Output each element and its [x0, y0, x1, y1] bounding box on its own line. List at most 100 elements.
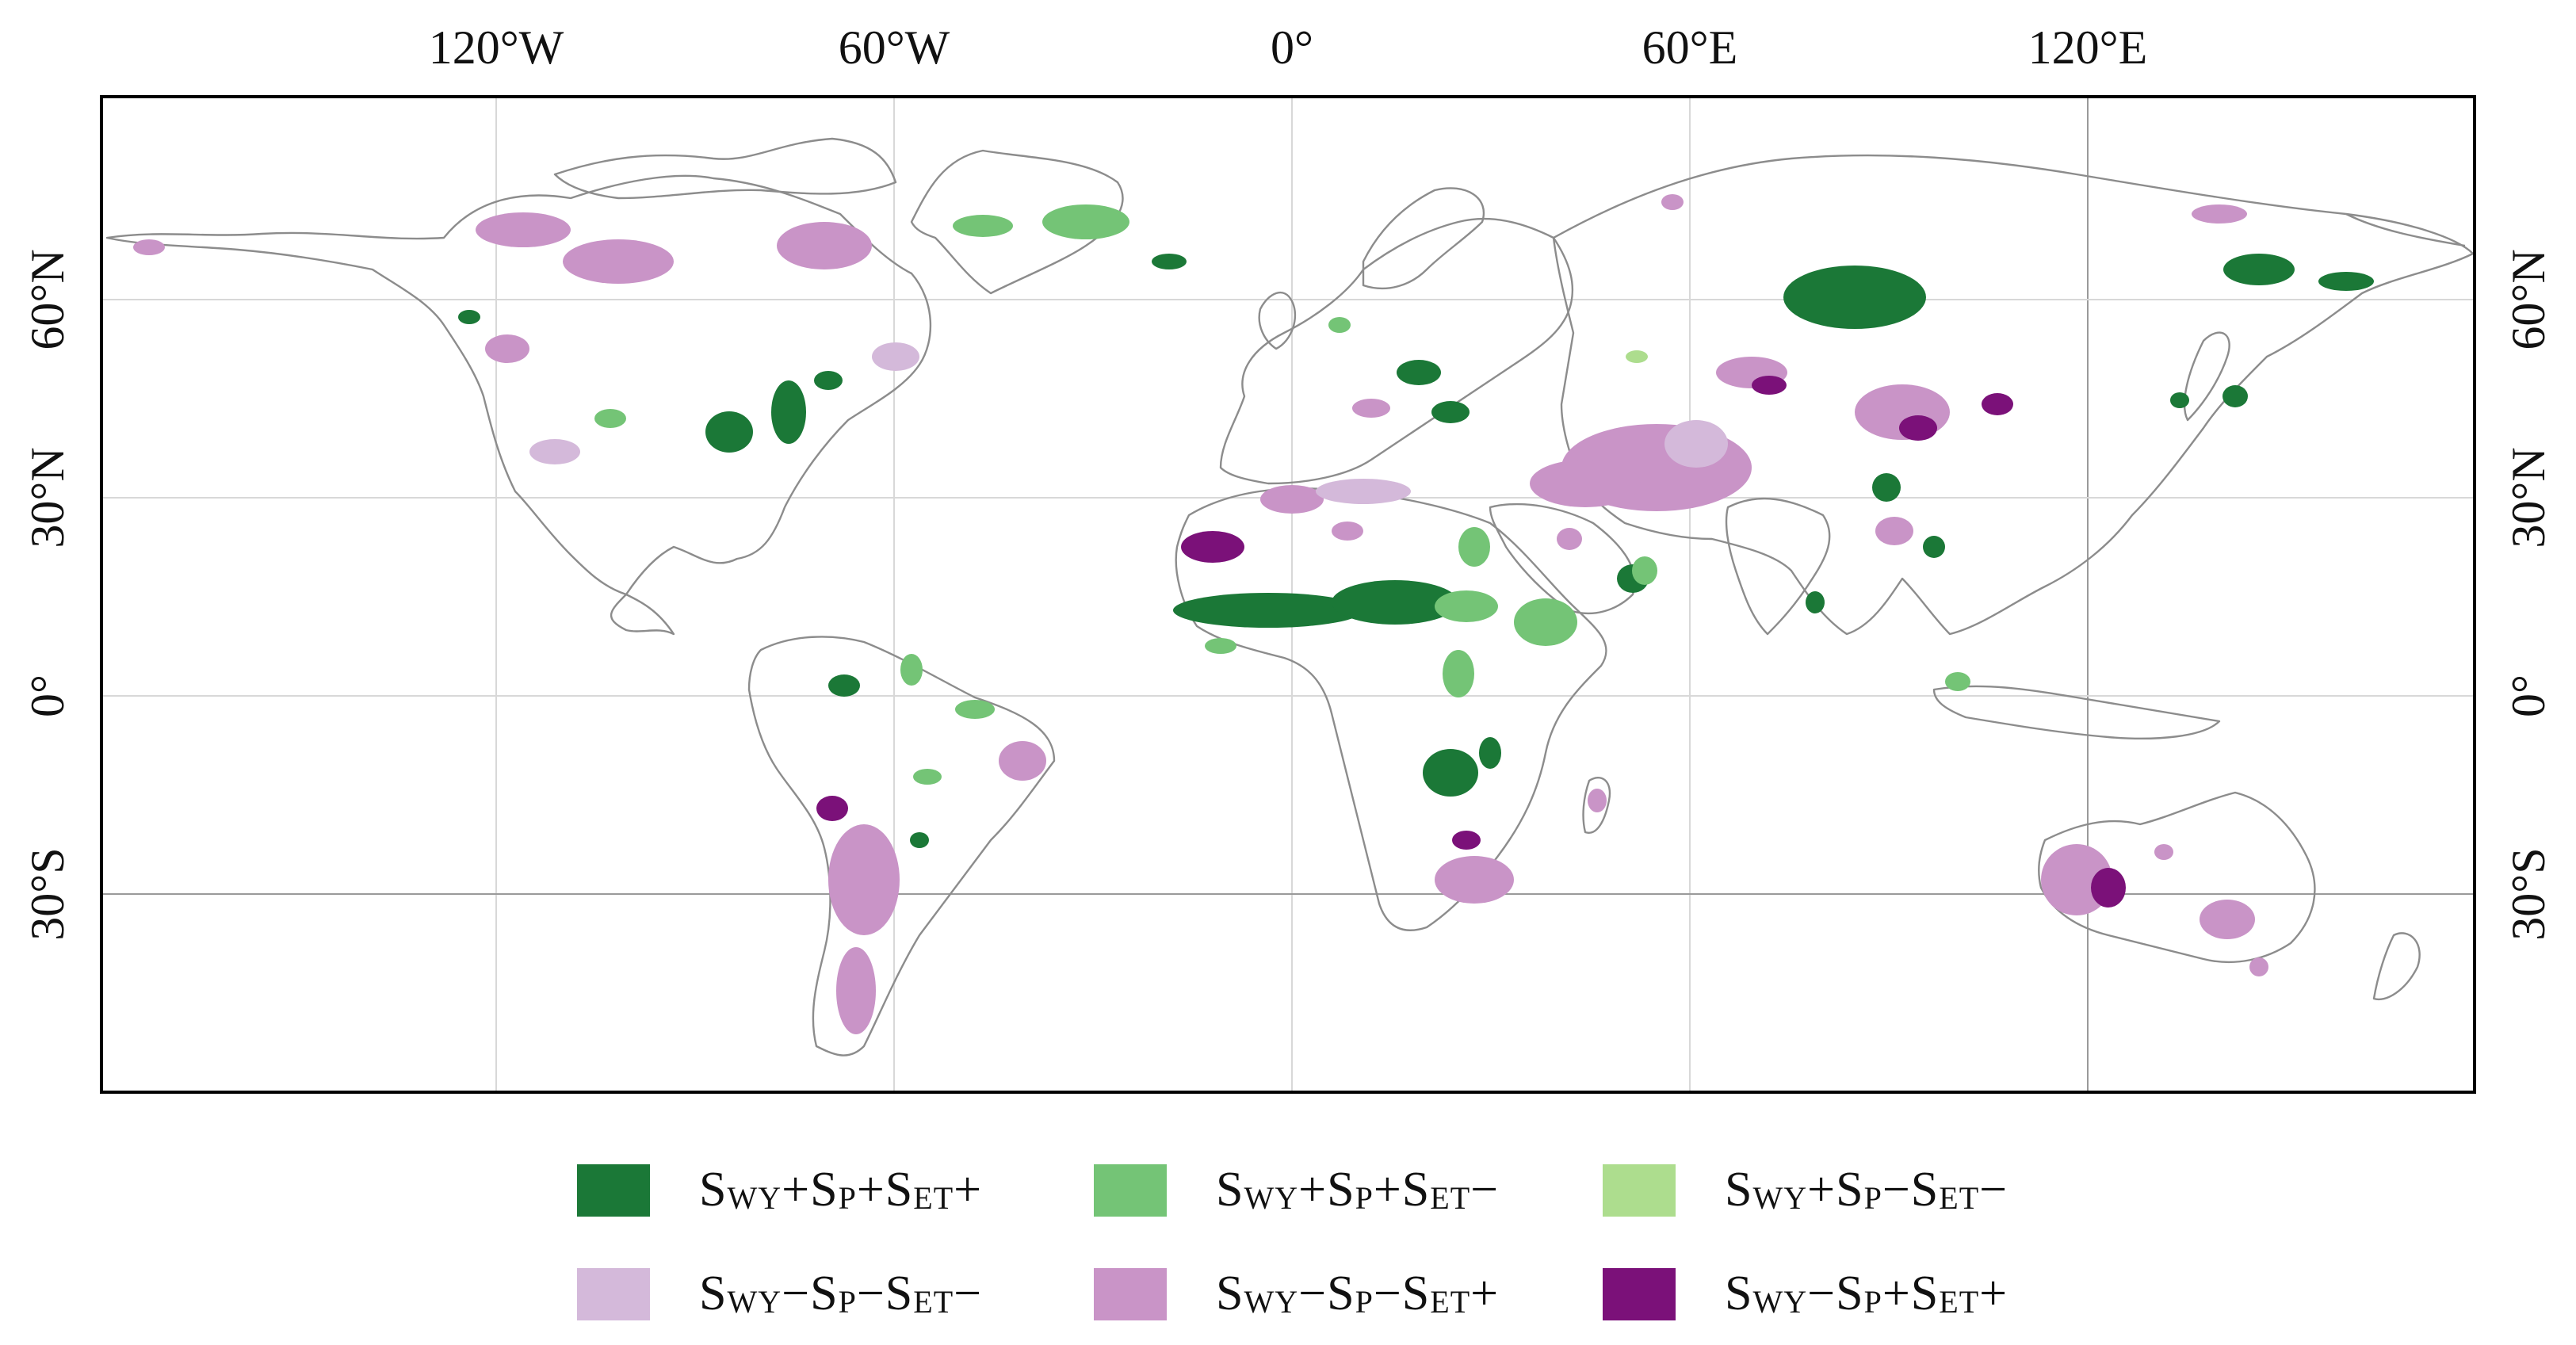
australia-outline — [2038, 791, 2316, 964]
lat-label-left-0: 0° — [21, 674, 74, 717]
legend-swatch-5 — [1094, 1267, 1167, 1320]
legend-symbol: S — [1836, 1267, 1864, 1320]
region-na-6 — [872, 342, 919, 371]
legend-label-4: SWY−SP−SET− — [699, 1266, 982, 1322]
legend-subscript: ET — [1939, 1180, 1980, 1216]
africa-outline — [1175, 487, 1607, 931]
india-outline — [1725, 497, 1831, 636]
legend-subscript: ET — [1430, 1284, 1471, 1320]
region-au-4 — [2154, 844, 2173, 860]
region-sa-8 — [836, 947, 876, 1034]
legend-symbol: S — [1216, 1267, 1244, 1320]
legend-symbol: S — [1401, 1267, 1431, 1320]
region-sa-4 — [999, 741, 1046, 781]
legend-sign: + — [856, 1163, 885, 1217]
asia-outline — [1552, 154, 2475, 636]
legend-sign: − — [1298, 1267, 1328, 1320]
region-me-7 — [1752, 376, 1787, 395]
lat-label-right-30n: 30°N — [2502, 447, 2555, 548]
legend-sign: + — [1373, 1163, 1402, 1217]
region-af-7 — [1260, 485, 1324, 514]
legend-symbol: S — [1327, 1267, 1355, 1320]
legend-sign: + — [1470, 1267, 1500, 1320]
legend-swatch-6 — [1603, 1267, 1676, 1320]
legend-sign: + — [1979, 1267, 2008, 1320]
europe-outline — [1219, 217, 1574, 485]
madagascar-outline — [1582, 776, 1611, 834]
lat-label-left-60n: 60°N — [21, 249, 74, 350]
region-sa-6 — [816, 796, 848, 821]
region-me-2 — [1530, 460, 1641, 507]
region-au-3 — [2200, 900, 2255, 939]
legend-symbol: S — [885, 1163, 914, 1217]
region-as-13 — [2170, 392, 2189, 408]
lat-label-right-0: 0° — [2502, 674, 2555, 717]
legend-symbol: S — [1910, 1163, 1940, 1217]
arabia-outline — [1489, 502, 1636, 615]
legend-symbol: S — [1327, 1163, 1355, 1217]
legend-subscript: P — [838, 1180, 857, 1216]
legend-symbol: S — [1836, 1163, 1864, 1217]
region-sa-9 — [910, 832, 929, 848]
region-eu-3 — [1352, 399, 1390, 418]
region-af-12 — [1423, 749, 1478, 797]
region-af-8 — [1316, 479, 1411, 504]
region-na-2 — [563, 239, 674, 284]
legend-sign: − — [1882, 1163, 1911, 1217]
legend-swatch-4 — [577, 1267, 650, 1320]
legend-sign: + — [954, 1163, 983, 1217]
legend-item-4: SWY−SP−SET− — [577, 1266, 982, 1322]
region-na-5 — [529, 439, 580, 464]
region-eu-1 — [1397, 360, 1441, 385]
lat-label-left-30n: 30°N — [21, 447, 74, 548]
legend-subscript: WY — [727, 1284, 782, 1320]
legend-subscript: P — [1355, 1284, 1374, 1320]
region-sa-3 — [955, 700, 995, 719]
lon-label-120w: 120°W — [429, 21, 564, 74]
legend-label-2: SWY+SP+SET− — [1216, 1162, 1499, 1218]
region-greenland-1 — [1042, 204, 1129, 239]
arctic-islands-outline — [553, 137, 897, 200]
legend-sign: − — [1979, 1163, 2008, 1217]
legend-item-1: SWY+SP+SET+ — [577, 1162, 982, 1218]
legend-subscript: WY — [1244, 1180, 1299, 1216]
legend-subscript: WY — [727, 1180, 782, 1216]
region-na-8 — [705, 411, 753, 453]
legend-symbol: S — [1401, 1163, 1431, 1217]
legend-item-6: SWY−SP+SET+ — [1603, 1266, 2008, 1322]
region-na-3 — [777, 222, 872, 269]
lon-label-0: 0° — [1271, 21, 1313, 74]
legend-sign: + — [1882, 1267, 1911, 1320]
legend-symbol: S — [1910, 1267, 1940, 1320]
region-au-2 — [2091, 868, 2126, 907]
region-as-4 — [1899, 415, 1937, 441]
region-as-9 — [2223, 254, 2295, 285]
legend-symbol: S — [1216, 1163, 1244, 1217]
region-af-9 — [1332, 522, 1363, 541]
legend-swatch-3 — [1603, 1164, 1676, 1217]
legend-subscript: P — [1863, 1180, 1882, 1216]
region-as-1 — [1783, 266, 1926, 329]
region-sa-5 — [913, 769, 942, 785]
region-me-5 — [1557, 528, 1582, 550]
legend-subscript: WY — [1244, 1284, 1299, 1320]
region-na-9 — [771, 380, 806, 444]
region-as-3 — [1982, 393, 2013, 415]
region-af-15 — [1452, 831, 1481, 850]
region-af-5 — [1514, 598, 1577, 646]
legend-swatch-2 — [1094, 1164, 1167, 1217]
legend-symbol: S — [810, 1267, 839, 1320]
south-america-outline — [747, 636, 1056, 1057]
region-as-10 — [2318, 272, 2374, 291]
region-as-8 — [1945, 672, 1970, 691]
legend-subscript: P — [1863, 1284, 1882, 1320]
region-na-12 — [458, 310, 480, 324]
region-me-4 — [1664, 420, 1728, 468]
legend-sign: − — [856, 1267, 885, 1320]
region-greenland-2 — [953, 215, 1013, 237]
legend-label-6: SWY−SP+SET+ — [1725, 1266, 2008, 1322]
legend-sign: − — [954, 1267, 983, 1320]
region-na-11 — [594, 409, 626, 428]
region-af-1 — [1181, 531, 1244, 563]
legend-symbol: S — [1725, 1163, 1753, 1217]
